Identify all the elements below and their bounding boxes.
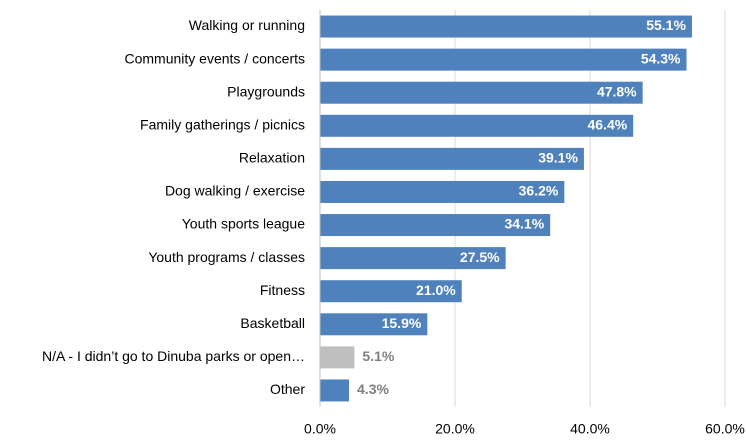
- bar: [320, 247, 506, 270]
- data-label: 34.1%: [504, 216, 544, 232]
- x-tick-label: 60.0%: [705, 421, 745, 437]
- y-tick-label: Other: [270, 381, 305, 397]
- bar: [320, 114, 634, 137]
- y-tick-label: Fitness: [260, 282, 305, 298]
- x-tick-label: 20.0%: [435, 421, 475, 437]
- y-tick-label: Walking or running: [189, 17, 305, 33]
- data-label: 27.5%: [460, 249, 500, 265]
- x-tick-label: 0.0%: [304, 421, 336, 437]
- y-tick-label: Family gatherings / picnics: [140, 116, 305, 132]
- y-tick-label: Dog walking / exercise: [165, 183, 305, 199]
- data-label: 39.1%: [538, 150, 578, 166]
- data-label: 15.9%: [382, 315, 422, 331]
- data-label: 47.8%: [597, 83, 637, 99]
- data-label: 54.3%: [641, 50, 681, 66]
- data-label: 55.1%: [646, 17, 686, 33]
- bar: [320, 147, 584, 170]
- bar: [320, 15, 692, 38]
- y-tick-label: N/A - I didn’t go to Dinuba parks or ope…: [42, 348, 305, 364]
- y-tick-label: Youth sports league: [182, 216, 305, 232]
- bar: [320, 81, 643, 104]
- data-label: 5.1%: [362, 348, 394, 364]
- bar: [320, 180, 565, 203]
- y-tick-label: Relaxation: [239, 150, 305, 166]
- y-tick-label: Basketball: [240, 315, 305, 331]
- x-tick-label: 40.0%: [570, 421, 610, 437]
- bar: [320, 313, 428, 336]
- data-label: 36.2%: [519, 183, 559, 199]
- data-label: 4.3%: [357, 381, 389, 397]
- y-tick-label: Playgrounds: [227, 83, 305, 99]
- bar: [320, 280, 462, 303]
- bar: [320, 48, 687, 71]
- bar: [320, 379, 350, 402]
- bar: [320, 214, 551, 237]
- y-tick-label: Community events / concerts: [124, 50, 305, 66]
- data-label: 21.0%: [416, 282, 456, 298]
- data-label: 46.4%: [587, 116, 627, 132]
- y-tick-label: Youth programs / classes: [148, 249, 305, 265]
- bar: [320, 346, 355, 369]
